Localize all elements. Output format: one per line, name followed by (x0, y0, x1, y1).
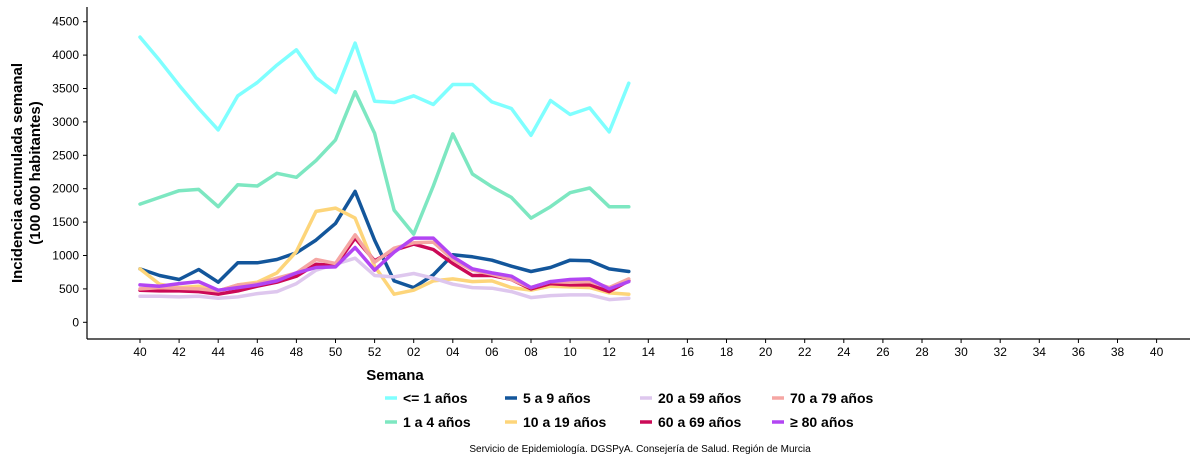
x-tick-label: 18 (720, 345, 734, 359)
x-tick-label: 16 (681, 345, 695, 359)
series-line-3 (138, 189, 631, 290)
x-tick-label: 04 (446, 345, 460, 359)
x-tick-label: 26 (876, 345, 890, 359)
legend-label-6: 60 a 69 años (658, 414, 741, 430)
series-line-1 (138, 35, 631, 138)
x-tick-label: 40 (133, 345, 147, 359)
y-tick-label: 3000 (52, 115, 79, 129)
x-tick-label: 28 (915, 345, 929, 359)
x-tick-label: 22 (798, 345, 812, 359)
source-caption: Servicio de Epidemiología. DGSPyA. Conse… (469, 444, 811, 455)
x-tick-label: 44 (212, 345, 226, 359)
legend-label-3: 5 a 9 años (523, 390, 591, 406)
x-tick-label: 38 (1111, 345, 1125, 359)
y-axis-title-line1: Incidencia acumulada semanal (9, 63, 26, 283)
series-line-8 (138, 236, 631, 292)
x-tick-label: 40 (1150, 345, 1164, 359)
series-line-5 (138, 256, 631, 302)
x-tick-label: 12 (603, 345, 617, 359)
x-tick-label: 08 (524, 345, 538, 359)
x-tick-label: 36 (1072, 345, 1086, 359)
x-tick-label: 20 (759, 345, 773, 359)
chart-axes: 0 500 1000 1500 2000 2500 3000 3500 4000 4500 40 42… (52, 7, 1190, 359)
y-tick-label: 2500 (52, 148, 79, 162)
y-tick-label: 1000 (52, 248, 79, 262)
x-tick-label: 42 (172, 345, 186, 359)
legend-label-5: 20 a 59 años (658, 390, 741, 406)
x-tick-label: 46 (251, 345, 265, 359)
x-tick-label: 30 (954, 345, 968, 359)
legend-label-1: <= 1 años (403, 390, 468, 406)
x-tick-label: 24 (837, 345, 851, 359)
y-tick-label: 4000 (52, 48, 79, 62)
y-tick-label: 1500 (52, 215, 79, 229)
x-tick-label: 50 (329, 345, 343, 359)
y-tick-label: 2000 (52, 182, 79, 196)
x-axis-title: Semana (366, 367, 424, 384)
chart-series-lines (138, 35, 631, 302)
y-tick-label: 3500 (52, 81, 79, 95)
series-line-2 (138, 90, 631, 236)
x-tick-label: 34 (1033, 345, 1047, 359)
legend-label-7: 70 a 79 años (790, 390, 873, 406)
x-tick-label: 52 (368, 345, 382, 359)
x-tick-label: 10 (563, 345, 577, 359)
chart-legend: <= 1 años 1 a 4 años 5 a 9 años 10 a 19 año… (385, 390, 873, 430)
legend-label-4: 10 a 19 años (523, 414, 606, 430)
y-tick-label: 500 (59, 282, 79, 296)
legend-label-2: 1 a 4 años (403, 414, 471, 430)
y-tick-label: 4500 (52, 15, 79, 29)
x-tick-label: 06 (485, 345, 499, 359)
x-tick-label: 14 (642, 345, 656, 359)
x-tick-label: 32 (994, 345, 1008, 359)
y-axis-title-line2: (100 000 habitantes) (27, 101, 44, 244)
y-tick-label: 0 (72, 315, 79, 329)
x-tick-label: 48 (290, 345, 304, 359)
legend-label-8: ≥ 80 años (790, 414, 854, 430)
x-tick-label: 02 (407, 345, 421, 359)
